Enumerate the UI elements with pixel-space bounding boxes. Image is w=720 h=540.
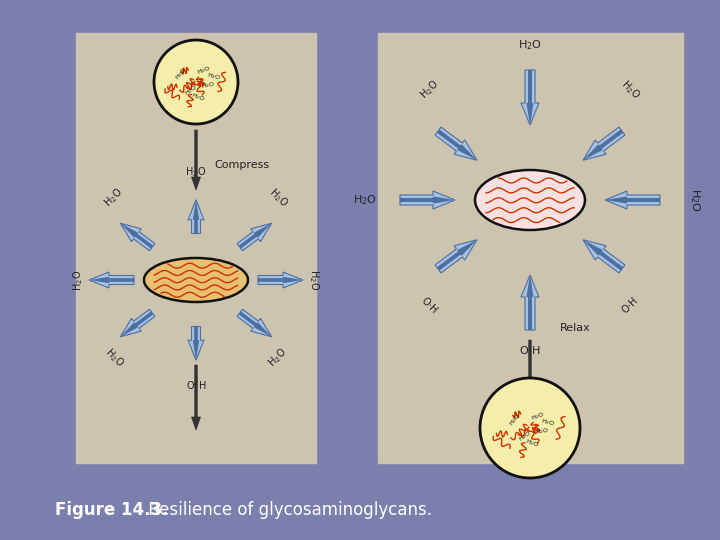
FancyArrow shape xyxy=(583,240,625,273)
FancyArrow shape xyxy=(526,275,534,330)
FancyArrow shape xyxy=(400,191,455,209)
Text: Compress: Compress xyxy=(214,160,269,170)
Text: H$_2$O: H$_2$O xyxy=(518,38,542,52)
Text: H$_2$O: H$_2$O xyxy=(200,79,216,91)
FancyArrow shape xyxy=(188,327,204,360)
FancyArrow shape xyxy=(583,127,625,160)
FancyArrow shape xyxy=(258,277,303,283)
FancyArrow shape xyxy=(521,275,539,330)
Text: O$\cdot$H: O$\cdot$H xyxy=(419,294,441,316)
FancyArrow shape xyxy=(237,223,271,251)
Text: H$_2$O: H$_2$O xyxy=(353,193,377,207)
FancyArrow shape xyxy=(437,130,477,160)
FancyArrow shape xyxy=(526,70,534,125)
FancyArrow shape xyxy=(437,240,477,271)
FancyArrow shape xyxy=(193,200,199,233)
Text: H$_2$O: H$_2$O xyxy=(307,269,321,291)
FancyArrow shape xyxy=(89,277,134,283)
Text: H$_2$O: H$_2$O xyxy=(71,269,85,291)
Text: H$_2$O: H$_2$O xyxy=(266,186,290,211)
FancyArrow shape xyxy=(188,200,204,233)
Text: H$_2$O: H$_2$O xyxy=(534,426,550,437)
Text: O$^2$H: O$^2$H xyxy=(186,378,207,392)
Text: H$_2$O: H$_2$O xyxy=(516,428,534,444)
Text: Resilience of glycosaminoglycans.: Resilience of glycosaminoglycans. xyxy=(143,501,432,519)
FancyArrow shape xyxy=(605,197,660,204)
Text: H$_2$O: H$_2$O xyxy=(173,66,189,82)
Text: H$_2$O: H$_2$O xyxy=(185,165,207,179)
FancyArrow shape xyxy=(435,240,477,273)
Text: Figure 14.3.: Figure 14.3. xyxy=(55,501,168,519)
FancyArrow shape xyxy=(120,309,155,337)
FancyArrow shape xyxy=(583,130,623,160)
FancyArrow shape xyxy=(120,223,155,251)
Bar xyxy=(378,33,683,463)
Text: H$_2$O: H$_2$O xyxy=(183,82,199,98)
FancyArrow shape xyxy=(605,191,660,209)
Text: H$_2$O: H$_2$O xyxy=(196,63,212,77)
Text: H$_2$O: H$_2$O xyxy=(618,78,642,103)
Text: H$_2$O: H$_2$O xyxy=(266,346,290,370)
Text: H$_2$O: H$_2$O xyxy=(418,78,442,103)
Ellipse shape xyxy=(144,258,248,302)
FancyArrow shape xyxy=(239,312,271,337)
FancyArrow shape xyxy=(89,272,134,288)
FancyArrow shape xyxy=(400,197,455,204)
FancyArrow shape xyxy=(521,70,539,125)
FancyArrow shape xyxy=(258,272,303,288)
Text: O$\cdot$H: O$\cdot$H xyxy=(619,294,641,316)
Text: H$_2$O: H$_2$O xyxy=(102,186,127,211)
FancyArrow shape xyxy=(526,340,534,395)
FancyArrow shape xyxy=(237,309,271,337)
FancyArrow shape xyxy=(120,312,153,337)
Text: H$_2$O: H$_2$O xyxy=(190,90,206,104)
FancyArrow shape xyxy=(120,223,153,248)
Text: H$_2$O: H$_2$O xyxy=(507,411,523,428)
FancyArrow shape xyxy=(192,365,200,430)
Text: H$_2$O: H$_2$O xyxy=(206,71,222,83)
Text: Relax: Relax xyxy=(560,323,590,333)
Ellipse shape xyxy=(154,40,238,124)
FancyArrow shape xyxy=(583,240,623,271)
FancyArrow shape xyxy=(239,223,271,248)
Text: H$_2$O: H$_2$O xyxy=(688,188,702,212)
Text: H$_2$O: H$_2$O xyxy=(523,436,540,450)
Bar xyxy=(76,33,316,463)
Text: H$_2$O: H$_2$O xyxy=(530,409,546,423)
Ellipse shape xyxy=(480,378,580,478)
Text: H$_2$O: H$_2$O xyxy=(102,346,127,370)
Text: O$\cdot$H: O$\cdot$H xyxy=(519,344,541,356)
FancyArrow shape xyxy=(193,327,199,360)
FancyArrow shape xyxy=(435,127,477,160)
Text: H$_2$O: H$_2$O xyxy=(540,417,556,429)
FancyArrow shape xyxy=(192,130,200,190)
Ellipse shape xyxy=(475,170,585,230)
